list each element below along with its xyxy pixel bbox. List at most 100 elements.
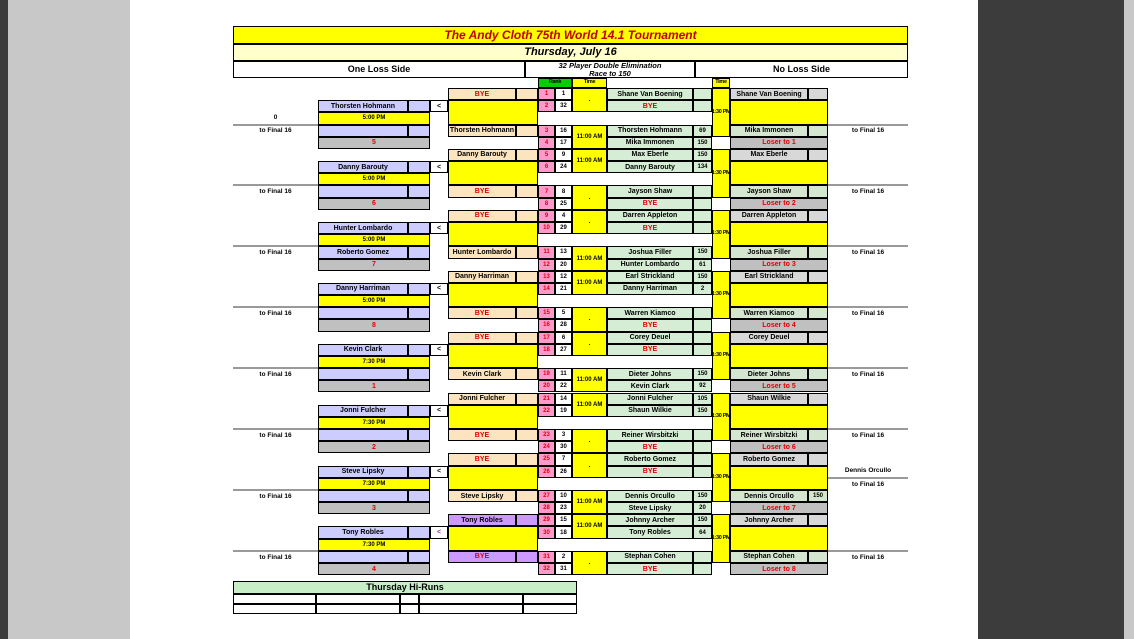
rank-cell: 29 xyxy=(555,221,572,235)
match-time-top: . xyxy=(572,331,607,356)
no-loss-winner-block xyxy=(730,343,828,369)
feeder-bottom-label: Steve Lipsky xyxy=(448,489,516,503)
no-loss-player-top: Darren Appleton xyxy=(730,209,808,222)
one-loss-player-name2 xyxy=(318,429,408,442)
match-bye-cell: BYE xyxy=(607,343,693,356)
one-loss-score-cell xyxy=(408,368,430,381)
no-loss-score-top xyxy=(808,270,828,283)
match-score xyxy=(693,209,712,222)
rank-cell: 14 xyxy=(555,392,572,405)
connector-line-left xyxy=(233,549,318,552)
no-loss-score-bottom xyxy=(808,307,828,320)
connector-line-right xyxy=(828,306,908,309)
rank-cell: 13 xyxy=(555,246,572,259)
window-left-edge xyxy=(0,0,8,639)
seed-cell: 5 xyxy=(538,148,555,162)
match-time-top: . xyxy=(572,453,607,478)
match-player-name: Johnny Archer xyxy=(607,514,693,527)
no-loss-score-bottom xyxy=(808,429,828,442)
no-loss-player-top: Earl Strickland xyxy=(730,270,808,283)
one-loss-match-number: 8 xyxy=(318,319,430,332)
connector-line-right xyxy=(828,549,908,552)
match-time-bottom: 11:00 AM xyxy=(572,246,607,271)
hi-runs-cell xyxy=(400,604,419,614)
match-player-name: Max Eberle xyxy=(607,148,693,162)
feeder-top-label: Danny Harriman xyxy=(448,270,516,283)
round2-time-cell: 1:30 PM xyxy=(712,88,730,137)
no-loss-score-top xyxy=(808,453,828,466)
connector-line-right xyxy=(828,245,908,248)
match-score: 61 xyxy=(693,258,712,271)
to-final16-note-left: to Final 16 xyxy=(259,370,292,378)
no-loss-score-bottom xyxy=(808,124,828,137)
feeder-bottom-label: BYE xyxy=(448,307,516,320)
seed-cell: 16 xyxy=(538,319,555,332)
connector-line-left xyxy=(233,428,318,431)
feeder-top-score xyxy=(516,209,538,222)
bracket-sheet-page: The Andy Cloth 75th World 14.1 Tournamen… xyxy=(130,0,978,639)
no-loss-score-bottom xyxy=(808,246,828,259)
hi-runs-cell xyxy=(400,594,419,604)
no-loss-player-bottom: Jayson Shaw xyxy=(730,185,808,198)
match-score: 64 xyxy=(693,526,712,539)
rank-cell: 27 xyxy=(555,343,572,356)
seed-cell: 30 xyxy=(538,526,555,539)
feeder-bottom-score xyxy=(516,185,538,198)
one-loss-score-cell xyxy=(408,124,430,137)
one-loss-player-name2: Roberto Gomez xyxy=(318,246,408,259)
match-player-name: Thorsten Hohmann xyxy=(607,124,693,137)
match-time-top: . xyxy=(572,88,607,113)
feeder-winner-block xyxy=(448,161,538,186)
seed-cell: 32 xyxy=(538,563,555,576)
to-final16-note-right: to Final 16 xyxy=(851,553,885,561)
feeder-bottom-label: Thorsten Hohmann xyxy=(448,124,516,137)
feeder-bottom-label: BYE xyxy=(448,550,516,563)
loser-label: Loser to 2 xyxy=(730,197,828,210)
hi-runs-cell xyxy=(233,594,316,604)
no-loss-player-top: Shaun Wilkie xyxy=(730,392,808,405)
seed-cell: 13 xyxy=(538,270,555,283)
hi-runs-cell xyxy=(316,604,400,614)
match-bye-cell: BYE xyxy=(607,465,693,478)
seed-cell: 28 xyxy=(538,502,555,515)
match-player-name: Dennis Orcullo xyxy=(607,489,693,503)
col-header-line2: Race to 150 xyxy=(589,68,631,78)
match-time-bottom: 11:00 AM xyxy=(572,368,607,393)
feeder-bottom-label: BYE xyxy=(448,429,516,442)
rank-cell: 22 xyxy=(555,380,572,393)
one-loss-match-number: 6 xyxy=(318,197,430,210)
feeder-top-score xyxy=(516,514,538,527)
match-score xyxy=(693,441,712,454)
match-score xyxy=(693,185,712,198)
loser-label: Loser to 6 xyxy=(730,441,828,454)
rank-cell: 10 xyxy=(555,489,572,503)
to-final16-note-right: to Final 16 xyxy=(851,188,885,196)
no-loss-player-bottom: Warren Kiamco xyxy=(730,307,808,320)
no-loss-winner-block xyxy=(730,404,828,430)
connector-line-right xyxy=(828,184,908,187)
connector-line-left xyxy=(233,306,318,309)
seed-cell: 23 xyxy=(538,429,555,442)
advance-arrow-icon: < xyxy=(430,221,448,235)
match-score: 150 xyxy=(693,246,712,259)
connector-line-right xyxy=(828,367,908,370)
no-loss-player-top: Max Eberle xyxy=(730,148,808,162)
feeder-top-label: Jonni Fulcher xyxy=(448,392,516,405)
to-final16-note-right: to Final 16 xyxy=(851,310,885,318)
loser-label: Loser to 3 xyxy=(730,258,828,271)
one-loss-score-cell xyxy=(408,221,430,235)
col-header-line1: 32 Player Double Elimination xyxy=(558,61,662,70)
match-player-name: Stephan Cohen xyxy=(607,550,693,563)
one-loss-player-name: Danny Barouty xyxy=(318,161,408,174)
connector-line-left xyxy=(233,488,318,491)
seed-cell: 17 xyxy=(538,331,555,344)
hi-runs-cell xyxy=(419,604,523,614)
hi-runs-cell xyxy=(316,594,400,604)
feeder-bottom-score xyxy=(516,489,538,503)
no-loss-player-bottom: Reiner Wirsbitzki xyxy=(730,429,808,442)
to-final16-note-left: to Final 16 xyxy=(259,188,292,196)
loser-label: Loser to 8 xyxy=(730,563,828,576)
round2-time-cell: 1:30 PM xyxy=(712,148,730,198)
match-time-bottom: . xyxy=(572,550,607,576)
no-loss-score-top xyxy=(808,331,828,344)
